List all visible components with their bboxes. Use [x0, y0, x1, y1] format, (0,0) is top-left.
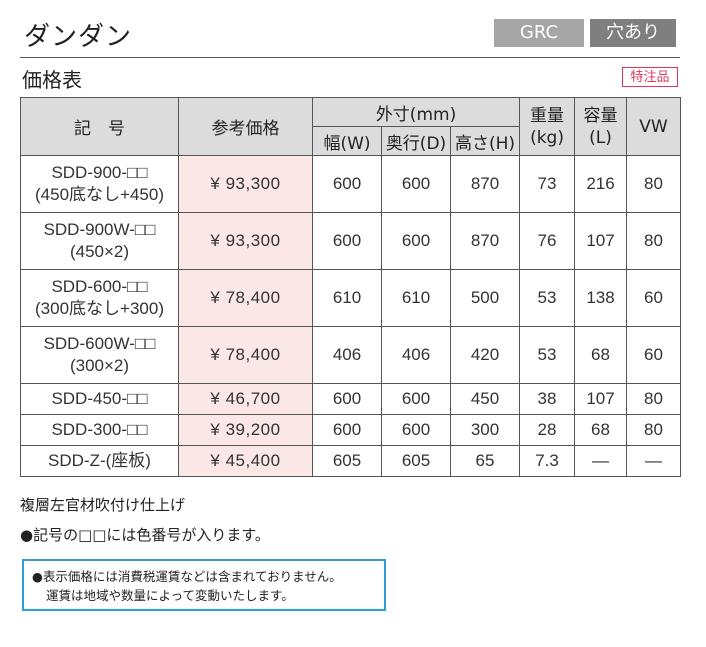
code-model: SDD-900-□□: [51, 163, 148, 182]
header-weight-label: 重量: [530, 105, 565, 126]
cell-width: 600: [312, 212, 382, 270]
cell-weight: 53: [519, 326, 576, 384]
header-outer-size: 外寸(mm): [311, 97, 521, 127]
header-vw: VW: [626, 97, 682, 156]
cell-height: 65: [449, 445, 521, 477]
cell-width: 600: [312, 414, 382, 446]
cell-width: 605: [312, 445, 382, 477]
cell-price: ¥ 45,400: [178, 445, 313, 477]
cell-code: SDD-600W-□□ (300×2): [20, 326, 179, 384]
title-divider: [20, 57, 680, 58]
cell-code: SDD-900-□□ (450底なし+450): [20, 155, 179, 213]
cell-capacity: 68: [574, 414, 628, 446]
cell-height: 420: [449, 326, 521, 384]
cell-capacity: 138: [574, 269, 628, 327]
cell-depth: 406: [381, 326, 451, 384]
code-note: (450底なし+450): [35, 185, 164, 204]
header-width: 幅(W): [312, 126, 382, 156]
cell-height: 500: [449, 269, 521, 327]
cell-capacity: —: [574, 445, 628, 477]
cell-height: 300: [449, 414, 521, 446]
cell-weight: 73: [519, 155, 576, 213]
code-model: SDD-600-□□: [51, 277, 148, 296]
price-table: 記 号 参考価格 外寸(mm) 重量 (kg) 容量 (L) VW 幅(W) 奥…: [20, 97, 682, 477]
cell-depth: 605: [381, 445, 451, 477]
header-capacity: 容量 (L): [574, 97, 628, 156]
cell-code: SDD-900W-□□ (450×2): [20, 212, 179, 270]
cell-vw: 80: [626, 155, 682, 213]
header-height: 高さ(H): [449, 126, 521, 156]
table-row: SDD-Z-(座板) ¥ 45,400 605 605 65 7.3 — —: [20, 445, 682, 477]
cell-capacity: 107: [574, 212, 628, 270]
page-title: ダンダン: [24, 22, 133, 52]
cell-depth: 600: [381, 383, 451, 415]
table-row: SDD-450-□□ ¥ 46,700 600 600 450 38 107 8…: [20, 383, 682, 415]
cell-price: ¥ 93,300: [178, 212, 313, 270]
cell-weight: 7.3: [519, 445, 576, 477]
cell-depth: 600: [381, 212, 451, 270]
code-note: (300底なし+300): [35, 299, 164, 318]
table-row: SDD-300-□□ ¥ 39,200 600 600 300 28 68 80: [20, 414, 682, 446]
notice-line-2: 運賃は地域や数量によって変動いたします。: [46, 588, 294, 603]
header-depth: 奥行(D): [381, 126, 451, 156]
cell-depth: 600: [381, 155, 451, 213]
cell-weight: 28: [519, 414, 576, 446]
cell-vw: 80: [626, 212, 682, 270]
header-weight-unit: (kg): [530, 127, 564, 148]
section-title: 価格表: [22, 68, 82, 92]
cell-capacity: 216: [574, 155, 628, 213]
header-capacity-unit: (L): [589, 127, 612, 148]
code-model: SDD-900W-□□: [43, 220, 156, 239]
table-header-row: 記 号 参考価格 外寸(mm) 重量 (kg) 容量 (L) VW: [20, 97, 682, 156]
cell-code: SDD-Z-(座板): [20, 445, 179, 477]
table-row: SDD-600-□□ (300底なし+300) ¥ 78,400 610 610…: [20, 269, 682, 327]
cell-capacity: 68: [574, 326, 628, 384]
cell-vw: 80: [626, 383, 682, 415]
cell-weight: 76: [519, 212, 576, 270]
cell-vw: —: [626, 445, 682, 477]
cell-price: ¥ 46,700: [178, 383, 313, 415]
cell-height: 870: [449, 212, 521, 270]
table-row: SDD-600W-□□ (300×2) ¥ 78,400 406 406 420…: [20, 326, 682, 384]
drain-hole-badge: 穴あり: [590, 19, 676, 47]
cell-price: ¥ 93,300: [178, 155, 313, 213]
cell-height: 450: [449, 383, 521, 415]
tax-shipping-notice: ●表示価格には消費税運賃などは含まれておりません。 運賃は地域や数量によって変動…: [22, 559, 386, 611]
cell-vw: 60: [626, 269, 682, 327]
code-note: (300×2): [69, 356, 130, 375]
finish-note: 複層左官材吹付け仕上げ: [20, 496, 186, 514]
cell-width: 600: [312, 155, 382, 213]
cell-price: ¥ 78,400: [178, 326, 313, 384]
header-code: 記 号: [20, 97, 179, 156]
material-badge: GRC: [494, 19, 584, 47]
notice-line-1: ●表示価格には消費税運賃などは含まれておりません。: [32, 569, 342, 584]
cell-weight: 53: [519, 269, 576, 327]
cell-weight: 38: [519, 383, 576, 415]
cell-price: ¥ 39,200: [178, 414, 313, 446]
cell-price: ¥ 78,400: [178, 269, 313, 327]
code-note: (450×2): [69, 242, 130, 261]
cell-width: 610: [312, 269, 382, 327]
cell-height: 870: [449, 155, 521, 213]
cell-width: 406: [312, 326, 382, 384]
cell-code: SDD-300-□□: [20, 414, 179, 446]
cell-code: SDD-600-□□ (300底なし+300): [20, 269, 179, 327]
header-price: 参考価格: [178, 97, 313, 156]
cell-capacity: 107: [574, 383, 628, 415]
cell-code: SDD-450-□□: [20, 383, 179, 415]
cell-vw: 80: [626, 414, 682, 446]
table-subheader-row: 幅(W) 奥行(D) 高さ(H): [21, 126, 681, 156]
cell-width: 600: [312, 383, 382, 415]
color-code-note: ●記号の□□には色番号が入ります。: [20, 526, 270, 544]
table-row: SDD-900W-□□ (450×2) ¥ 93,300 600 600 870…: [20, 212, 682, 270]
cell-vw: 60: [626, 326, 682, 384]
header-capacity-label: 容量: [583, 105, 618, 126]
special-order-badge: 特注品: [622, 67, 678, 87]
code-model: SDD-600W-□□: [43, 334, 156, 353]
header-weight: 重量 (kg): [519, 97, 576, 156]
table-row: SDD-900-□□ (450底なし+450) ¥ 93,300 600 600…: [20, 155, 682, 213]
cell-depth: 610: [381, 269, 451, 327]
cell-depth: 600: [381, 414, 451, 446]
